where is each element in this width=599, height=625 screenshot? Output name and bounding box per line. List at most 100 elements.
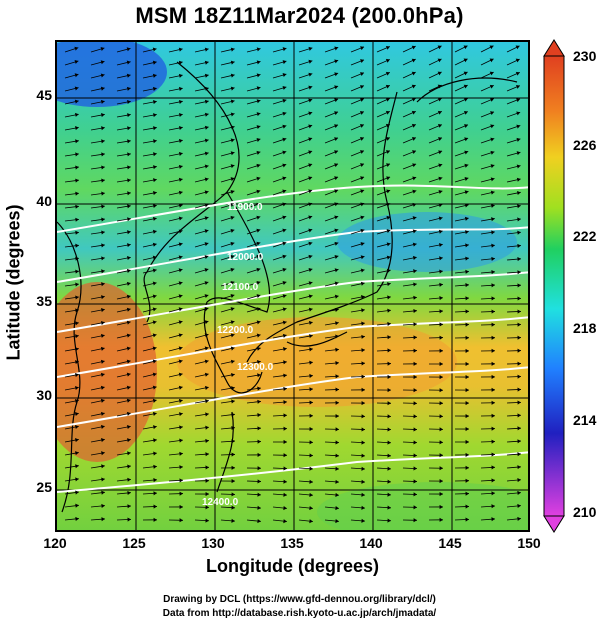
wind-arrow-head (283, 519, 287, 524)
wind-arrow-head (437, 45, 442, 50)
wind-arrow-head (464, 137, 469, 142)
wind-arrow-head (101, 113, 105, 118)
wind-arrow-head (127, 178, 131, 183)
wind-arrow-head (463, 58, 468, 63)
wind-arrow-head (386, 215, 391, 220)
wind-arrow-head (517, 439, 521, 444)
wind-arrow-head (179, 465, 183, 470)
wind-arrow-head (334, 111, 339, 116)
wind-arrow-head (179, 531, 183, 532)
wind-arrow-head (359, 124, 364, 128)
wind-arrow-head (335, 334, 339, 339)
wind-arrow-head (256, 294, 261, 299)
wind-arrow-head (152, 203, 157, 209)
wind-arrow-head (256, 189, 261, 194)
wind-arrow-head (335, 414, 339, 419)
wind-arrow-head (100, 99, 105, 104)
contour-label: 12400.0 (202, 497, 239, 508)
wind-arrow-head (413, 492, 417, 497)
wind-arrow-head (283, 439, 287, 445)
wind-arrow-head (179, 425, 183, 430)
wind-arrow-head (464, 124, 469, 128)
wind-arrow-head (153, 139, 157, 144)
wind-arrow-head (412, 163, 417, 168)
wind-arrow-head (75, 516, 79, 521)
wind-arrow-head (75, 204, 79, 209)
wind-arrow-head (101, 269, 105, 274)
wind-arrow-head (308, 254, 313, 259)
wind-arrow-head (517, 309, 521, 314)
wind-arrow-head (517, 335, 521, 340)
wind-arrow-head (439, 375, 443, 380)
wind-arrow-head (178, 125, 183, 131)
wind-arrow-head (256, 215, 261, 220)
wind-arrow-head (465, 322, 469, 327)
wind-arrow-head (126, 333, 131, 338)
wind-arrow-head (360, 255, 365, 260)
wind-arrow-head (101, 308, 105, 313)
contour-label: 12300.0 (237, 362, 274, 373)
wind-arrow-head (309, 334, 313, 339)
wind-arrow-head (309, 387, 313, 392)
wind-arrow-head (387, 453, 391, 458)
wind-arrow-head (463, 97, 468, 102)
wind-arrow-head (127, 165, 131, 170)
wind-arrow-head (308, 202, 313, 207)
wind-arrow-head (282, 320, 287, 325)
wind-arrow-head (491, 478, 495, 483)
wind-arrow-head (126, 398, 131, 403)
wind-arrow-head (465, 504, 469, 509)
wind-arrow-head (283, 426, 287, 431)
wind-arrow-head (75, 530, 79, 532)
wind-arrow-head (361, 348, 365, 353)
wind-arrow-head (413, 335, 417, 340)
wind-arrow-head (491, 413, 495, 418)
wind-arrow-head (204, 281, 209, 286)
wind-arrow-head (361, 492, 365, 497)
wind-arrow-head (75, 256, 79, 261)
wind-arrow-head (335, 374, 339, 379)
wind-arrow-head (126, 424, 131, 430)
wind-arrow-head (437, 97, 442, 102)
wind-arrow-head (412, 255, 417, 260)
wind-arrow-head (75, 243, 79, 248)
wind-arrow-head (465, 230, 469, 235)
wind-arrow-head (101, 165, 105, 170)
wind-arrow-head (75, 503, 79, 508)
wind-arrow-head (438, 242, 443, 248)
wind-arrow-head (204, 203, 209, 208)
wind-arrow-head (334, 85, 339, 90)
wind-arrow-head (282, 98, 287, 103)
wind-arrow-head (257, 386, 261, 391)
wind-arrow-head (205, 412, 209, 417)
wind-arrow-head (438, 203, 443, 208)
wind-arrow-head (152, 242, 157, 247)
wind-arrow-head (439, 453, 443, 458)
wind-arrow-head (387, 518, 391, 523)
wind-arrow-head (361, 518, 365, 523)
wind-arrow-head (282, 85, 287, 90)
wind-arrow-head (257, 518, 261, 524)
wind-arrow-head (515, 71, 520, 76)
wind-arrow-head (439, 309, 443, 314)
colorbar-gradient (543, 55, 565, 517)
wind-arrow-head (282, 294, 287, 299)
wind-arrow-head (178, 346, 183, 351)
wind-arrow-head (308, 294, 313, 299)
wind-arrow-head (387, 282, 391, 287)
wind-arrow-head (413, 282, 417, 287)
wind-arrow-head (361, 466, 365, 471)
wind-arrow-head (256, 99, 261, 104)
wind-arrow-head (179, 451, 183, 456)
wind-arrow-head (283, 400, 287, 405)
wind-arrow-head (517, 387, 521, 392)
wind-arrow-head (204, 86, 209, 91)
wind-arrow-head (309, 440, 313, 445)
wind-arrow-head (127, 204, 131, 209)
wind-arrow-head (465, 309, 469, 314)
wind-arrow-head (308, 85, 313, 90)
wind-arrow-head (230, 241, 235, 246)
wind-arrow-head (516, 177, 521, 182)
wind-arrow-head (256, 320, 261, 325)
wind-arrow-head (361, 387, 365, 392)
